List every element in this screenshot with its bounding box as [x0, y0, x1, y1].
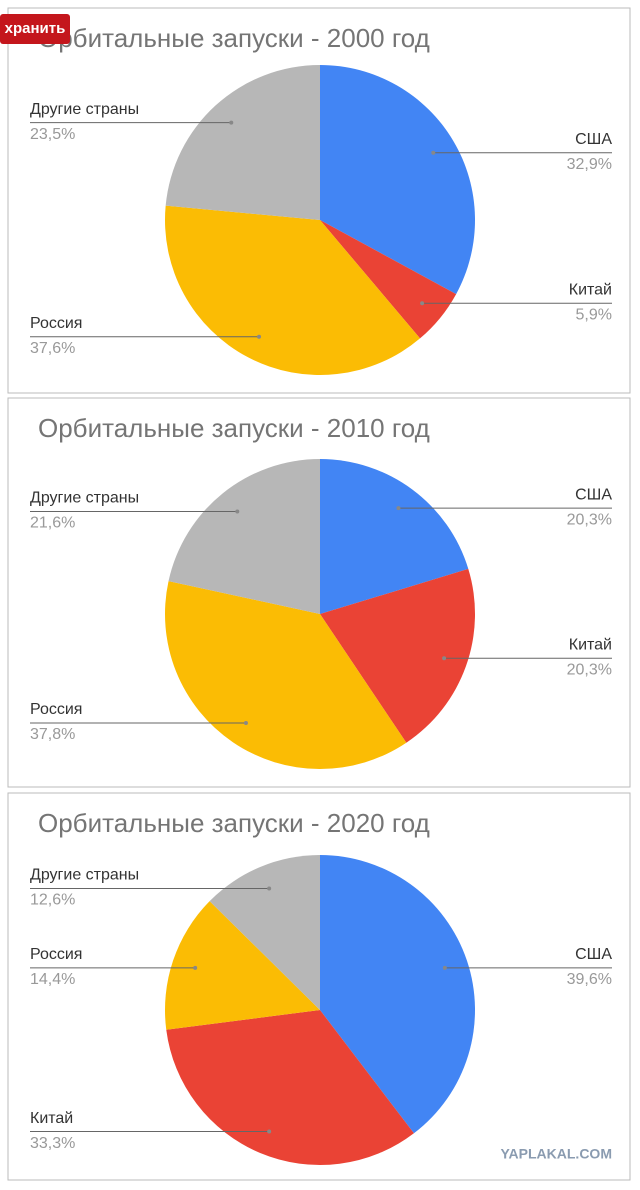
value-label: 39,6% — [567, 971, 612, 988]
value-label: 5,9% — [576, 306, 612, 323]
pie-slice — [320, 220, 457, 339]
legend-label: Китай — [569, 636, 612, 653]
legend-label: Россия — [30, 315, 82, 332]
legend-label: Россия — [30, 701, 82, 718]
legend-label: Китай — [569, 281, 612, 298]
pie-slice — [320, 459, 469, 614]
legend-label: Другие страны — [30, 867, 139, 884]
leader-dot — [267, 886, 272, 891]
value-label: 14,4% — [30, 971, 75, 988]
value-label: 20,3% — [567, 511, 612, 528]
value-label: 32,9% — [567, 156, 612, 173]
legend-label: Другие страны — [30, 101, 139, 118]
legend-label: США — [575, 946, 612, 963]
legend-label: США — [575, 486, 612, 503]
chart-title: Орбитальные запуски - 2020 год — [38, 808, 430, 838]
pie-slice — [164, 581, 407, 770]
value-label: 37,8% — [30, 726, 75, 743]
value-label: 20,3% — [567, 661, 612, 678]
leader-dot — [257, 334, 262, 339]
leader-dot — [396, 506, 401, 511]
pie-slice — [320, 855, 475, 1134]
pie-slice — [164, 205, 421, 375]
save-button[interactable] — [0, 14, 70, 44]
pie-slice — [209, 855, 320, 1010]
chart-title: Орбитальные запуски - 2010 год — [38, 413, 430, 443]
leader-dot — [431, 150, 436, 155]
value-label: 23,5% — [30, 126, 75, 143]
leader-dot — [243, 720, 248, 725]
legend-label: США — [575, 131, 612, 148]
pie-slice — [168, 459, 320, 614]
leader-dot — [235, 509, 240, 514]
leader-dot — [193, 965, 198, 970]
pie-slice — [320, 568, 476, 743]
value-label: 37,6% — [30, 340, 75, 357]
pie-slice — [320, 65, 476, 295]
pie-slice — [165, 64, 320, 220]
value-label: 12,6% — [30, 892, 75, 909]
value-label: 33,3% — [30, 1135, 75, 1152]
pie-slice — [165, 901, 320, 1030]
chart-title: Орбитальные запуски - 2000 год — [38, 23, 430, 53]
leader-dot — [442, 656, 447, 661]
leader-dot — [420, 301, 425, 306]
leader-dot — [442, 965, 447, 970]
leader-dot — [229, 120, 234, 125]
legend-label: Китай — [30, 1110, 73, 1127]
save-button-label[interactable]: хранить — [5, 20, 66, 37]
pie-slice — [166, 1010, 414, 1165]
legend-label: Другие страны — [30, 490, 139, 507]
value-label: 21,6% — [30, 515, 75, 532]
watermark: YAPLAKAL.COM — [501, 1146, 613, 1162]
legend-label: Россия — [30, 946, 82, 963]
leader-dot — [267, 1129, 272, 1134]
